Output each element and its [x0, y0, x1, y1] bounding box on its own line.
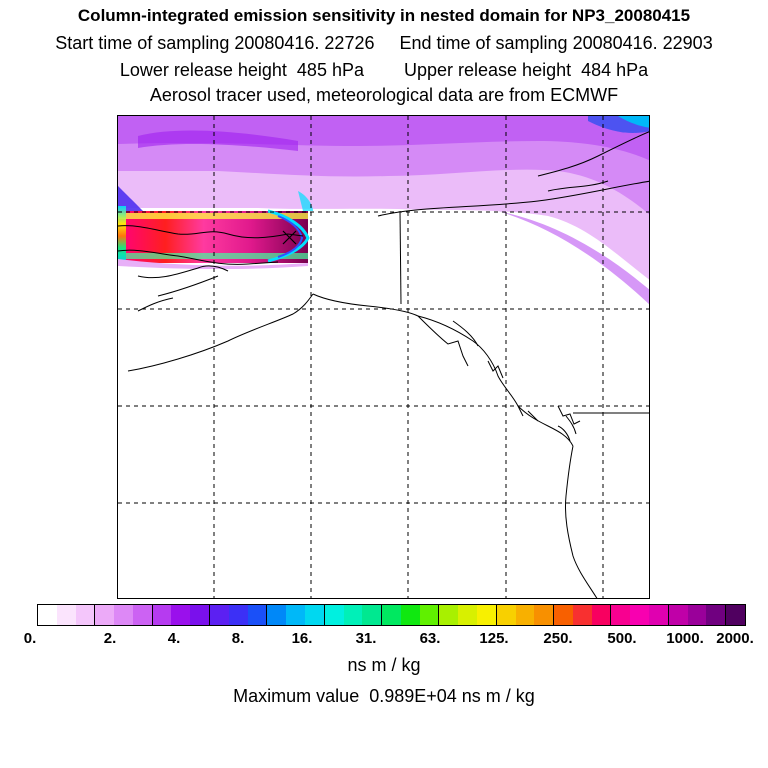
colorbar-segment — [38, 605, 57, 625]
colorbar-segment — [132, 605, 153, 625]
colorbar-segment — [419, 605, 440, 625]
graticule — [118, 116, 649, 598]
colorbar-segment — [286, 605, 305, 625]
emission-sensitivity-map — [118, 116, 649, 598]
colorbar-segment — [687, 605, 707, 625]
colorbar-tick-label: 16. — [291, 630, 313, 647]
colorbar-segment — [304, 605, 325, 625]
colorbar-segment — [400, 605, 420, 625]
sensitivity-field — [118, 116, 649, 305]
colorbar-segment — [171, 605, 191, 625]
colorbar-segment — [706, 605, 727, 625]
colorbar-segment — [95, 605, 115, 625]
colorbar-segment — [247, 605, 268, 625]
colorbar-segment — [572, 605, 592, 625]
colorbar-segment — [382, 605, 401, 625]
maximum-value: Maximum value 0.989E+04 ns m / kg — [233, 686, 535, 706]
colorbar-tick-label: 63. — [419, 630, 441, 647]
colorbar-tick-label: 1000. — [666, 630, 704, 647]
colorbar-segment — [611, 605, 631, 625]
colorbar-segment — [458, 605, 477, 625]
tracer-info: Aerosol tracer used, meteorological data… — [149, 85, 619, 105]
colorbar-segment — [75, 605, 96, 625]
colorbar — [37, 604, 746, 626]
colorbar-segment — [228, 605, 248, 625]
colorbar-segment — [534, 605, 555, 625]
map-panel — [117, 115, 650, 599]
colorbar-tick-label: 8. — [231, 630, 245, 647]
colorbar-tick-label: 0. — [23, 630, 37, 647]
colorbar-tick-label: 500. — [607, 630, 637, 647]
colorbar-segment — [362, 605, 383, 625]
colorbar-tick-label: 2000. — [716, 630, 754, 647]
colorbar-segment — [114, 605, 133, 625]
colorbar-segment — [267, 605, 287, 625]
title: Column-integrated emission sensitivity i… — [77, 6, 691, 25]
colorbar-segment — [515, 605, 535, 625]
colorbar-segment — [649, 605, 669, 625]
colorbar-tick-label: 2. — [103, 630, 117, 647]
colorbar-segment — [726, 605, 745, 625]
political-borders — [399, 210, 649, 414]
colorbar-segment — [56, 605, 76, 625]
colorbar-tick-label: 4. — [167, 630, 181, 647]
coastlines — [118, 131, 649, 598]
sampling-times: Start time of sampling 20080416. 22726 E… — [55, 33, 713, 53]
colorbar-tick-label: 250. — [543, 630, 573, 647]
colorbar-tick-label: 125. — [479, 630, 509, 647]
colorbar-segment — [152, 605, 172, 625]
colorbar-segment — [190, 605, 211, 625]
colorbar-segment — [630, 605, 649, 625]
colorbar-unit: ns m / kg — [347, 655, 421, 675]
colorbar-segment — [668, 605, 688, 625]
colorbar-tick-label: 31. — [355, 630, 377, 647]
colorbar-segment — [496, 605, 516, 625]
colorbar-segment — [439, 605, 459, 625]
colorbar-segment — [476, 605, 497, 625]
colorbar-segment — [324, 605, 344, 625]
colorbar-segment — [343, 605, 363, 625]
colorbar-segment — [591, 605, 612, 625]
release-heights: Lower release height 485 hPa Upper relea… — [119, 60, 649, 80]
colorbar-segment — [210, 605, 229, 625]
colorbar-segment — [554, 605, 573, 625]
